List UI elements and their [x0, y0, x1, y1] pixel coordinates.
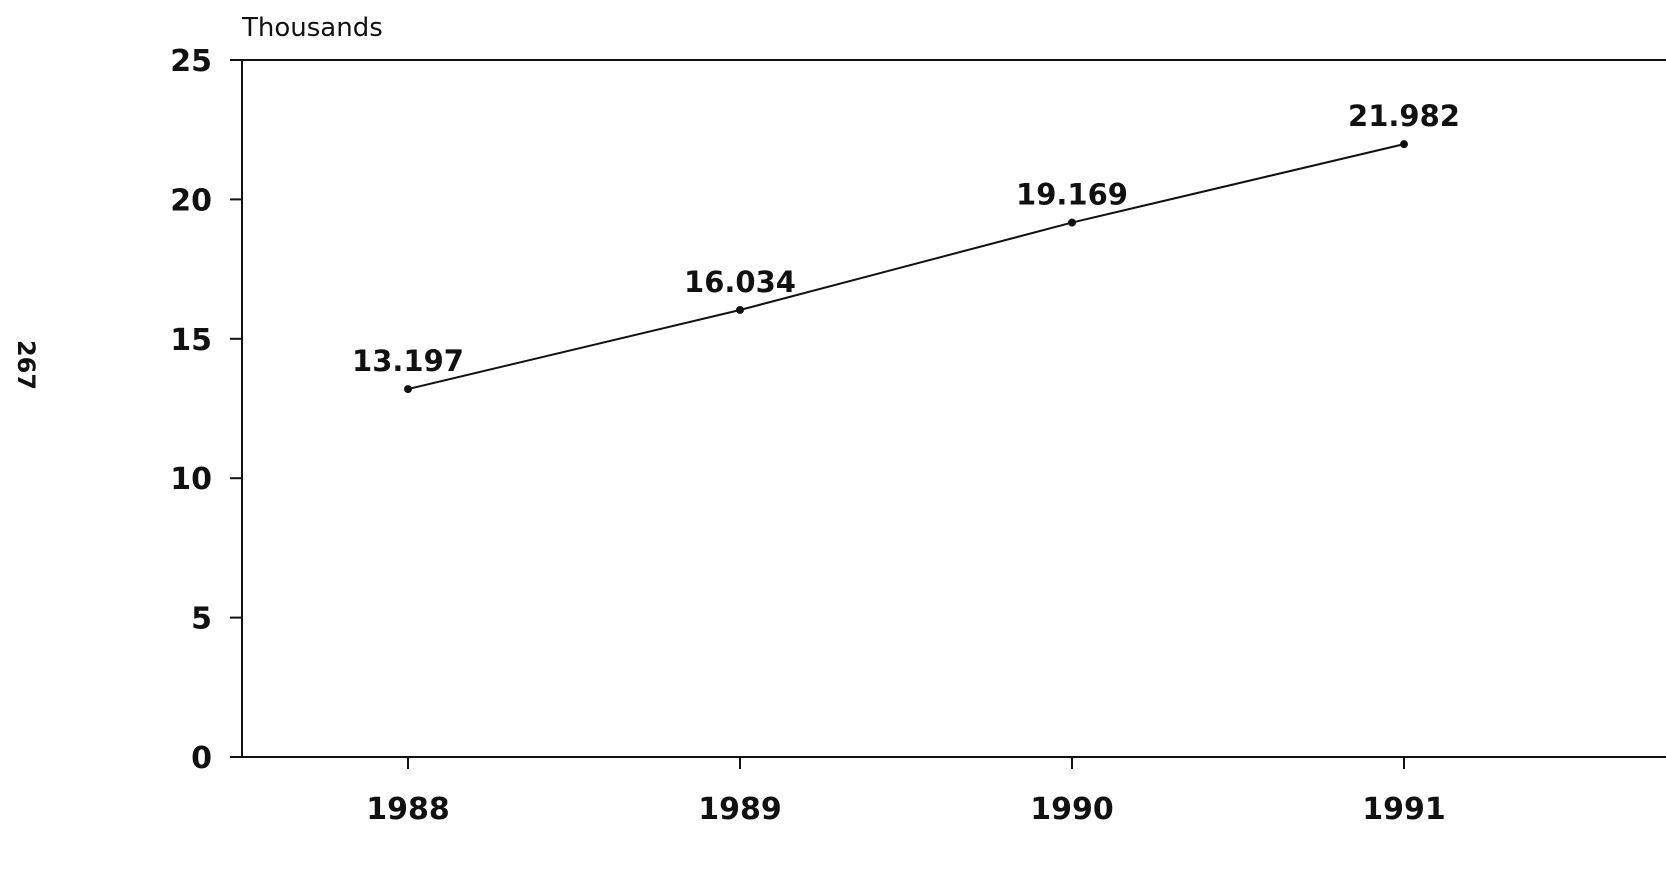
y-tick-label: 15 [170, 323, 212, 358]
data-point [736, 305, 744, 314]
data-label: 13.197 [352, 344, 464, 378]
data-point [1068, 218, 1076, 227]
y-axis: 0 5 10 15 20 25 [170, 44, 242, 776]
x-tick-label: 1991 [1362, 792, 1446, 827]
x-tick-label: 1990 [1030, 792, 1114, 827]
data-label: 21.982 [1348, 99, 1460, 133]
x-tick-label: 1989 [698, 792, 782, 827]
y-axis-unit-label: Thousands [241, 13, 383, 43]
page-number: 267 [12, 340, 40, 390]
plot-frame [241, 59, 1666, 758]
data-point [1400, 140, 1408, 149]
y-tick-label: 0 [191, 741, 212, 776]
y-tick-label: 10 [170, 462, 212, 497]
y-tick-label: 25 [170, 44, 212, 79]
data-point [404, 385, 412, 394]
y-tick-label: 20 [170, 183, 212, 218]
data-series: 13.197 16.034 19.169 21.982 [352, 99, 1460, 394]
x-axis: 1988 1989 1990 1991 [366, 757, 1446, 827]
x-tick-label: 1988 [366, 792, 450, 827]
data-label: 19.169 [1016, 178, 1128, 212]
y-tick-label: 5 [191, 602, 212, 637]
data-label: 16.034 [684, 265, 796, 299]
series-line [407, 143, 1405, 391]
